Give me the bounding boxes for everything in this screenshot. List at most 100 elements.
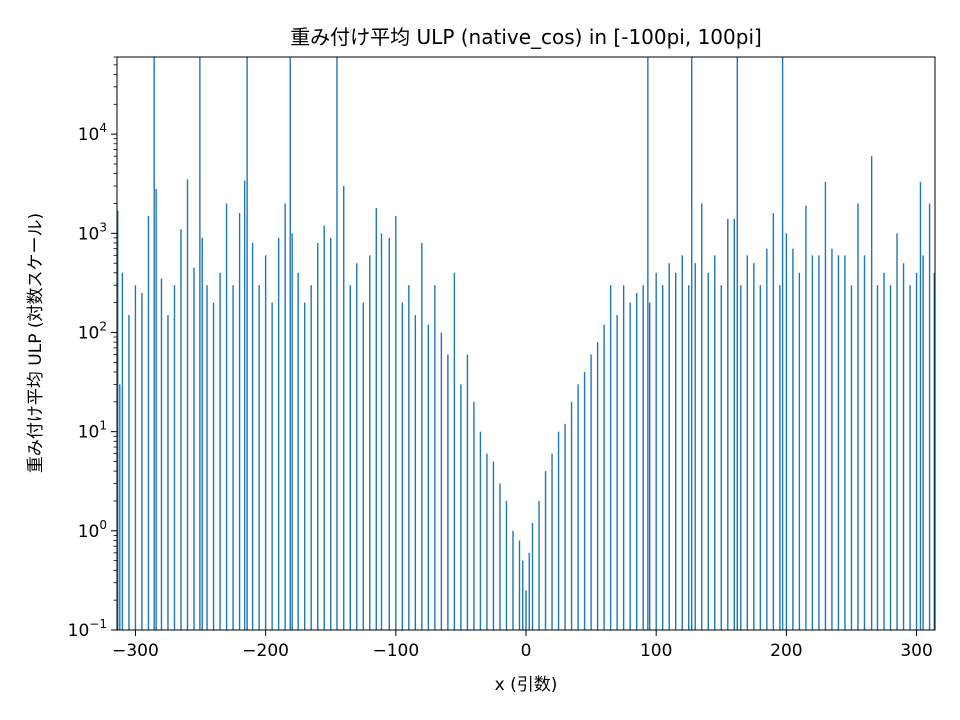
x-tick-label: 200 <box>770 641 802 661</box>
bar <box>928 203 931 631</box>
bar <box>199 57 201 630</box>
bar <box>883 272 885 630</box>
bar <box>147 215 150 630</box>
bar <box>460 384 462 630</box>
bar <box>289 57 291 630</box>
bar <box>408 285 410 630</box>
bar <box>258 285 260 630</box>
bar <box>395 215 397 630</box>
bar <box>531 522 534 630</box>
bar <box>219 272 221 630</box>
bar <box>746 255 749 630</box>
bar <box>380 233 383 630</box>
y-axis-ticks: 10−1 100 101 102 103 104 <box>68 56 117 641</box>
bar <box>766 248 768 630</box>
bar <box>889 285 892 630</box>
bar <box>662 285 664 630</box>
bar <box>622 285 625 630</box>
bar <box>427 324 430 630</box>
y-tick-label: 100 <box>78 518 107 542</box>
bar <box>522 560 524 630</box>
bar <box>466 354 469 630</box>
bar <box>238 213 241 630</box>
bar <box>473 401 475 630</box>
bar <box>369 255 371 630</box>
bar <box>297 272 299 630</box>
bar <box>919 181 922 630</box>
bar <box>740 285 742 630</box>
bar <box>647 57 649 630</box>
x-tick-label: 0 <box>521 641 532 661</box>
bar <box>128 315 130 630</box>
bar <box>447 354 449 630</box>
bar <box>349 285 351 630</box>
bar <box>303 302 306 630</box>
bar <box>134 285 137 630</box>
bar <box>675 272 677 630</box>
bar <box>876 285 879 630</box>
bar <box>277 237 280 630</box>
bar <box>811 255 814 630</box>
bar <box>781 57 784 630</box>
bar <box>206 285 208 630</box>
bar <box>870 156 873 631</box>
bar <box>837 255 840 630</box>
bar <box>909 285 911 630</box>
bar <box>736 57 738 630</box>
bar <box>557 431 560 630</box>
bar <box>479 431 482 630</box>
bar <box>336 57 338 630</box>
bar <box>922 255 924 630</box>
bar <box>362 302 364 630</box>
bar <box>616 315 618 630</box>
bar <box>733 218 735 630</box>
bar <box>596 342 599 630</box>
bar <box>798 272 801 630</box>
bar <box>375 208 377 630</box>
bar <box>792 248 794 630</box>
bar <box>779 285 781 630</box>
bar <box>421 242 423 630</box>
bar <box>243 180 246 630</box>
bar <box>232 285 234 630</box>
bar <box>167 315 169 630</box>
y-tick-label: 101 <box>78 419 107 443</box>
bar <box>635 293 638 630</box>
bar <box>330 237 332 630</box>
bars-group <box>117 57 935 631</box>
bar <box>577 384 579 630</box>
bar <box>186 179 189 630</box>
bar <box>818 255 820 630</box>
bar <box>701 203 703 631</box>
bar <box>688 285 690 630</box>
bar <box>824 181 827 630</box>
bar <box>492 461 495 630</box>
plot-frame <box>116 56 936 631</box>
bar <box>155 188 157 631</box>
bar <box>271 302 273 630</box>
bar <box>714 255 716 630</box>
bar <box>720 285 722 630</box>
x-tick-label: −100 <box>372 641 419 661</box>
bar <box>609 285 612 630</box>
bar <box>681 255 683 630</box>
bar <box>544 471 547 630</box>
bar <box>727 218 729 630</box>
bar <box>629 302 631 630</box>
x-axis-label: x (引数) <box>495 675 558 695</box>
bar <box>317 242 319 630</box>
x-tick-label: −300 <box>112 641 159 661</box>
bar <box>655 272 657 630</box>
bar <box>525 590 527 630</box>
bar <box>310 285 312 630</box>
y-tick-label: 103 <box>78 220 107 244</box>
bar <box>915 272 918 630</box>
bar <box>570 401 573 630</box>
bar <box>505 500 508 630</box>
bar <box>119 384 121 630</box>
bar <box>753 263 755 630</box>
y-tick-label: 102 <box>78 320 107 344</box>
bar <box>246 57 248 630</box>
bar <box>486 453 488 630</box>
